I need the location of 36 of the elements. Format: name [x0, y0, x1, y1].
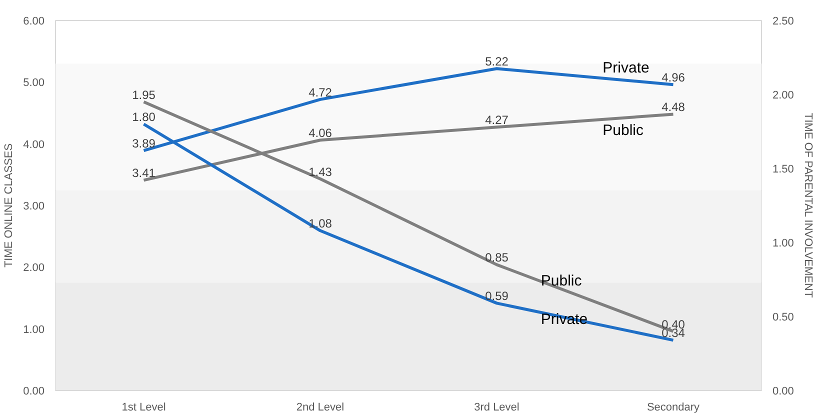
series-label: Public — [602, 122, 644, 140]
y2-tick-label: 2.50 — [772, 16, 794, 28]
data-label: 1.95 — [132, 88, 156, 102]
x-tick-label: 2nd Level — [296, 402, 344, 414]
y2-tick-label: 0.00 — [772, 386, 794, 398]
data-label: 3.41 — [132, 166, 156, 180]
data-label: 1.08 — [308, 216, 332, 231]
x-tick-label: 1st Level — [122, 402, 166, 414]
data-label: 4.27 — [485, 113, 509, 128]
data-label: 1.80 — [132, 110, 156, 124]
y2-tick-label: 1.00 — [772, 238, 794, 250]
series-label: Public — [540, 272, 582, 290]
x-tick-label: 3rd Level — [474, 402, 520, 414]
y2-axis-title: TIME OF PARENTAL INVOLVEMENT — [802, 112, 814, 298]
data-label: 0.59 — [485, 289, 509, 304]
data-label: 4.48 — [662, 100, 686, 114]
y-tick-label: 6.00 — [23, 16, 45, 28]
y-tick-label: 1.00 — [23, 324, 45, 336]
data-label: 0.85 — [485, 250, 509, 265]
y-axis-title: TIME ONLINE CLASSES — [3, 143, 16, 268]
y-tick-label: 4.00 — [23, 138, 45, 151]
y2-tick-label: 1.50 — [772, 164, 794, 176]
y-tick-label: 3.00 — [23, 200, 45, 212]
y-tick-label: 5.00 — [23, 77, 45, 90]
data-label: 4.96 — [662, 70, 686, 85]
x-tick-label: Secondary — [646, 402, 700, 414]
data-label: 4.06 — [308, 126, 332, 140]
y-tick-label: 2.00 — [23, 262, 45, 274]
y2-tick-label: 0.50 — [772, 312, 794, 324]
data-label: 4.72 — [308, 85, 332, 100]
y-tick-label: 0.00 — [23, 386, 45, 398]
data-label: 3.89 — [132, 136, 156, 151]
data-label: 1.43 — [308, 164, 332, 179]
data-label: 5.22 — [485, 54, 509, 69]
series-label: Private — [602, 60, 650, 77]
y2-tick-label: 2.00 — [772, 90, 794, 102]
